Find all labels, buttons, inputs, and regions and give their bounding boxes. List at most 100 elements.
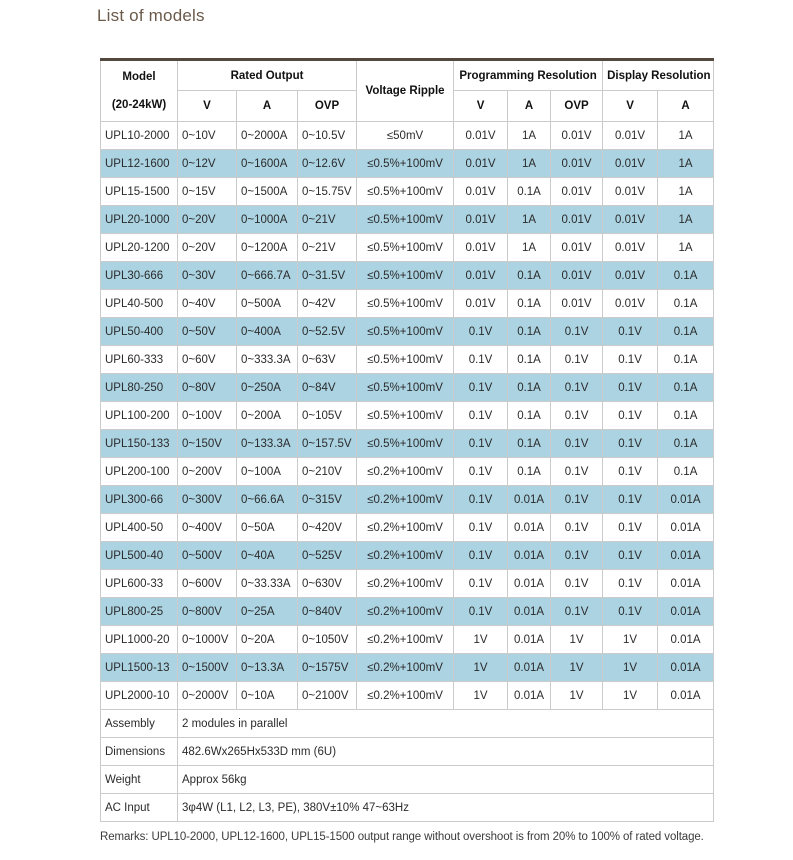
cell-ripple: ≤0.5%+100mV — [356, 149, 455, 178]
cell-disp-a: 0.01A — [657, 653, 715, 682]
cell-prog-a: 0.01A — [507, 485, 552, 514]
subheader-prog-v: V — [453, 90, 509, 122]
cell-rated-a: 0~133.3A — [236, 429, 298, 458]
cell-rated-v: 0~600V — [177, 569, 237, 598]
model-row: UPL40-500 0~40V 0~500A 0~42V ≤0.5%+100mV 0.01… — [100, 289, 715, 318]
cell-rated-ovp: 0~10.5V — [296, 121, 358, 150]
cell-rated-ovp: 0~15.75V — [296, 177, 358, 206]
cell-model: UPL400-50 — [100, 513, 178, 542]
cell-rated-a: 0~1600A — [236, 149, 298, 178]
cell-disp-a: 0.01A — [657, 681, 715, 710]
cell-disp-a: 0.1A — [657, 373, 715, 402]
cell-rated-v: 0~1500V — [177, 653, 237, 682]
cell-prog-a: 1A — [507, 205, 552, 234]
cell-ripple: ≤0.5%+100mV — [356, 345, 455, 374]
cell-rated-v: 0~50V — [177, 317, 237, 346]
cell-rated-v: 0~30V — [177, 261, 237, 290]
cell-prog-ovp: 0.01V — [550, 205, 604, 234]
cell-prog-ovp: 0.1V — [550, 569, 604, 598]
cell-prog-ovp: 1V — [550, 625, 604, 654]
cell-disp-a: 1A — [657, 233, 715, 262]
cell-model: UPL100-200 — [100, 401, 178, 430]
cell-ripple: ≤0.2%+100mV — [356, 597, 455, 626]
cell-prog-a: 1A — [507, 149, 552, 178]
cell-rated-v: 0~400V — [177, 513, 237, 542]
cell-model: UPL20-1000 — [100, 205, 178, 234]
cell-prog-a: 0.01A — [507, 597, 552, 626]
cell-rated-v: 0~2000V — [177, 681, 237, 710]
cell-prog-v: 0.1V — [453, 457, 509, 486]
cell-rated-a: 0~2000A — [236, 121, 298, 150]
cell-disp-a: 0.01A — [657, 485, 715, 514]
spec-row-ac-input: AC Input 3φ4W (L1, L2, L3, PE), 380V±10%… — [100, 793, 715, 822]
cell-rated-ovp: 0~2100V — [296, 681, 358, 710]
cell-model: UPL60-333 — [100, 345, 178, 374]
cell-rated-a: 0~13.3A — [236, 653, 298, 682]
cell-rated-ovp: 0~42V — [296, 289, 358, 318]
cell-rated-v: 0~150V — [177, 429, 237, 458]
cell-rated-a: 0~500A — [236, 289, 298, 318]
cell-prog-ovp: 0.1V — [550, 345, 604, 374]
cell-rated-ovp: 0~12.6V — [296, 149, 358, 178]
model-row: UPL800-25 0~800V 0~25A 0~840V ≤0.2%+100mV 0.1… — [100, 597, 715, 626]
cell-disp-a: 0.01A — [657, 625, 715, 654]
cell-prog-a: 0.01A — [507, 541, 552, 570]
model-header-line2: (20-24kW) — [111, 99, 167, 111]
cell-prog-v: 1V — [453, 681, 509, 710]
cell-rated-a: 0~250A — [236, 373, 298, 402]
cell-rated-ovp: 0~52.5V — [296, 317, 358, 346]
cell-disp-a: 0.1A — [657, 401, 715, 430]
cell-disp-v: 0.01V — [602, 233, 659, 262]
cell-ripple: ≤0.5%+100mV — [356, 233, 455, 262]
cell-ripple: ≤0.2%+100mV — [356, 485, 455, 514]
cell-disp-v: 0.01V — [602, 121, 659, 150]
cell-disp-v: 0.1V — [602, 373, 659, 402]
cell-rated-v: 0~10V — [177, 121, 237, 150]
cell-disp-v: 0.1V — [602, 401, 659, 430]
cell-ripple: ≤50mV — [356, 121, 455, 150]
cell-disp-a: 0.01A — [657, 569, 715, 598]
cell-model: UPL800-25 — [100, 597, 178, 626]
cell-rated-a: 0~20A — [236, 625, 298, 654]
cell-ripple: ≤0.2%+100mV — [356, 653, 455, 682]
cell-prog-v: 1V — [453, 653, 509, 682]
cell-rated-v: 0~20V — [177, 205, 237, 234]
cell-prog-v: 0.1V — [453, 429, 509, 458]
cell-prog-a: 0.1A — [507, 401, 552, 430]
cell-prog-v: 0.01V — [453, 205, 509, 234]
model-row: UPL50-400 0~50V 0~400A 0~52.5V ≤0.5%+100mV 0.… — [100, 317, 715, 346]
subheader-rated-ovp: OVP — [296, 90, 358, 122]
table-header: Model (20-24kW) Rated Output Voltage Rip… — [100, 59, 715, 122]
cell-prog-ovp: 0.1V — [550, 597, 604, 626]
cell-prog-v: 0.1V — [453, 541, 509, 570]
cell-rated-ovp: 0~63V — [296, 345, 358, 374]
cell-ripple: ≤0.5%+100mV — [356, 317, 455, 346]
remarks-text: Remarks: UPL10-2000, UPL12-1600, UPL15-1… — [100, 831, 704, 843]
cell-prog-v: 0.01V — [453, 149, 509, 178]
spec-label: AC Input — [100, 793, 178, 822]
cell-rated-v: 0~40V — [177, 289, 237, 318]
cell-disp-v: 1V — [602, 653, 659, 682]
specs-body: Assembly 2 modules in parallel Dimension… — [100, 709, 715, 822]
subheader-rated-a: A — [236, 90, 298, 122]
cell-rated-v: 0~1000V — [177, 625, 237, 654]
cell-model: UPL30-666 — [100, 261, 178, 290]
cell-rated-a: 0~1000A — [236, 205, 298, 234]
cell-disp-v: 0.01V — [602, 261, 659, 290]
cell-rated-a: 0~1500A — [236, 177, 298, 206]
cell-prog-v: 0.1V — [453, 569, 509, 598]
cell-prog-ovp: 0.1V — [550, 513, 604, 542]
cell-disp-a: 0.1A — [657, 429, 715, 458]
cell-model: UPL2000-10 — [100, 681, 178, 710]
cell-prog-a: 0.1A — [507, 373, 552, 402]
cell-prog-ovp: 0.1V — [550, 457, 604, 486]
cell-prog-ovp: 1V — [550, 681, 604, 710]
cell-ripple: ≤0.2%+100mV — [356, 513, 455, 542]
cell-rated-a: 0~10A — [236, 681, 298, 710]
cell-prog-ovp: 0.1V — [550, 317, 604, 346]
cell-disp-v: 0.1V — [602, 485, 659, 514]
column-header-voltage-ripple: Voltage Ripple — [356, 59, 455, 122]
spec-value: 482.6Wx265Hx533D mm (6U) — [176, 737, 715, 766]
cell-prog-a: 0.1A — [507, 261, 552, 290]
cell-model: UPL200-100 — [100, 457, 178, 486]
